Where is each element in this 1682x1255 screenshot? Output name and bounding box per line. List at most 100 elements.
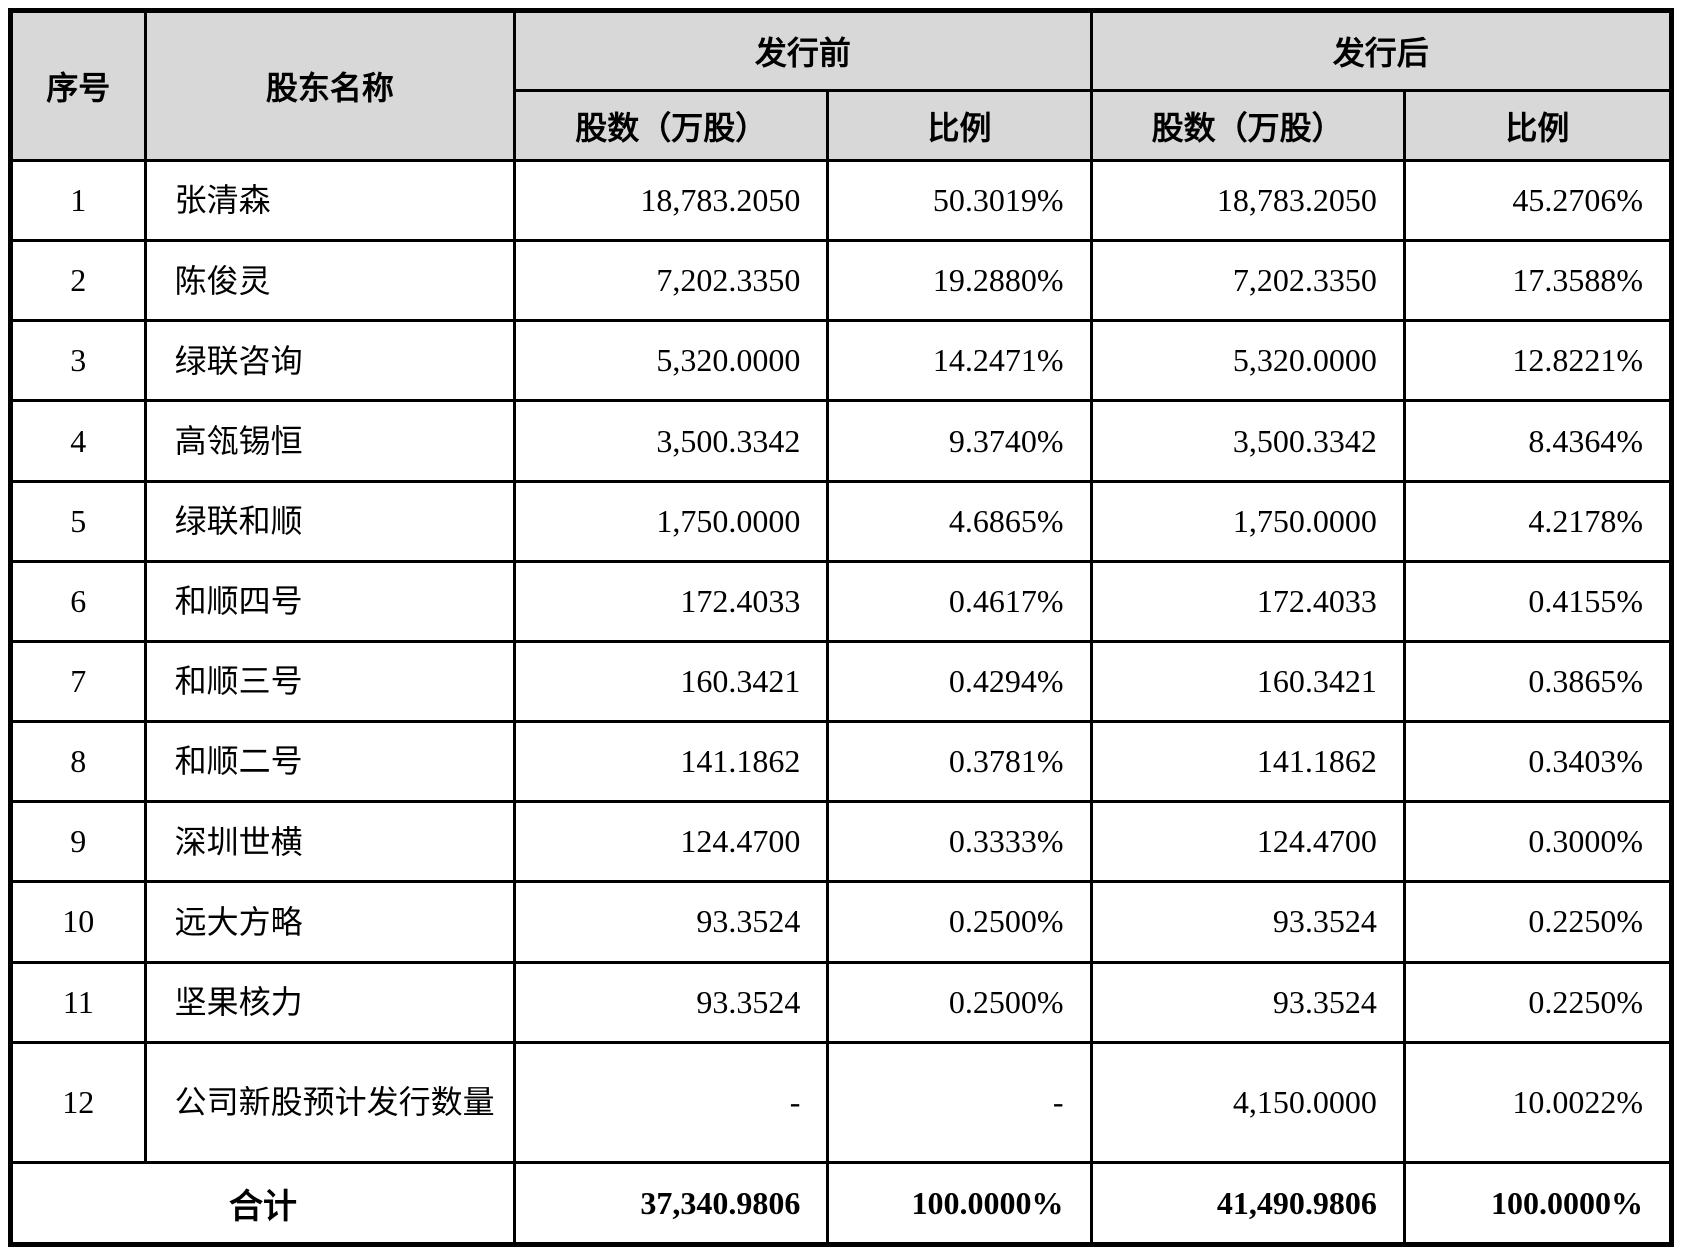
table-row: 12 公司新股预计发行数量 - - 4,150.0000 10.0022% — [9, 1040, 1674, 1165]
shareholder-name: 坚果核力 — [143, 960, 517, 1044]
header-group-before-issuance: 发行前 — [513, 9, 1093, 92]
post-ratio: 45.2706% — [1402, 158, 1674, 243]
shareholder-name: 公司新股预计发行数量 — [143, 1040, 517, 1165]
header-ratio-after: 比例 — [1402, 89, 1674, 162]
shareholder-name: 和顺四号 — [143, 559, 517, 643]
table-row: 10 远大方略 93.3524 0.2500% 93.3524 0.2250% — [9, 880, 1674, 964]
pre-ratio: 9.3740% — [826, 399, 1093, 483]
post-ratio: 0.3865% — [1402, 639, 1674, 724]
row-index: 8 — [9, 720, 147, 804]
row-index: 12 — [9, 1040, 147, 1165]
row-index: 6 — [9, 559, 147, 643]
row-index: 11 — [9, 960, 147, 1044]
table-row: 3 绿联咨询 5,320.0000 14.2471% 5,320.0000 12… — [9, 319, 1674, 403]
header-shares-before: 股数（万股） — [513, 89, 830, 162]
pre-ratio: 0.3333% — [826, 800, 1093, 884]
pre-shares: 18,783.2050 — [513, 158, 830, 243]
post-shares: 124.4700 — [1089, 800, 1406, 884]
post-shares: 1,750.0000 — [1089, 479, 1406, 563]
table-header: 序号 股东名称 发行前 发行后 股数（万股） 比例 股数（万股） 比例 — [9, 9, 1674, 162]
shareholder-name: 绿联和顺 — [143, 479, 517, 563]
row-index: 3 — [9, 319, 147, 403]
shareholder-name: 深圳世横 — [143, 800, 517, 884]
row-index: 2 — [9, 239, 147, 323]
total-label: 合计 — [8, 1161, 517, 1246]
post-shares: 7,202.3350 — [1089, 239, 1406, 323]
total-post-ratio: 100.0000% — [1402, 1161, 1674, 1246]
post-ratio: 4.2178% — [1402, 479, 1674, 563]
header-group-after-issuance: 发行后 — [1089, 9, 1674, 92]
pre-shares: 124.4700 — [513, 800, 830, 884]
post-shares: 93.3524 — [1089, 960, 1406, 1044]
pre-ratio: 0.2500% — [826, 960, 1093, 1044]
header-shares-after: 股数（万股） — [1089, 89, 1406, 162]
post-ratio: 8.4364% — [1402, 399, 1674, 483]
pre-shares: 93.3524 — [513, 880, 830, 964]
pre-ratio: 19.2880% — [826, 239, 1093, 323]
pre-shares: 3,500.3342 — [513, 399, 830, 483]
post-ratio: 0.2250% — [1402, 880, 1674, 964]
total-post-shares: 41,490.9806 — [1089, 1161, 1406, 1246]
post-shares: 141.1862 — [1089, 720, 1406, 804]
shareholder-name: 远大方略 — [143, 880, 517, 964]
pre-shares: 1,750.0000 — [513, 479, 830, 563]
table-row: 9 深圳世横 124.4700 0.3333% 124.4700 0.3000% — [9, 800, 1674, 884]
post-shares: 160.3421 — [1089, 639, 1406, 724]
shareholder-name: 绿联咨询 — [143, 319, 517, 403]
pre-shares: - — [513, 1040, 830, 1165]
post-ratio: 0.2250% — [1402, 960, 1674, 1044]
post-shares: 172.4033 — [1089, 559, 1406, 643]
post-shares: 3,500.3342 — [1089, 399, 1406, 483]
header-index: 序号 — [9, 9, 147, 162]
table-row: 2 陈俊灵 7,202.3350 19.2880% 7,202.3350 17.… — [9, 239, 1674, 323]
header-sub-row: 股数（万股） 比例 股数（万股） 比例 — [11, 89, 1674, 162]
shareholding-table: 序号 股东名称 发行前 发行后 股数（万股） 比例 股数（万股） 比例 1 张清… — [8, 8, 1674, 1247]
table-row: 6 和顺四号 172.4033 0.4617% 172.4033 0.4155% — [9, 559, 1674, 643]
post-ratio: 17.3588% — [1402, 239, 1674, 323]
table-row: 1 张清森 18,783.2050 50.3019% 18,783.2050 4… — [9, 158, 1674, 243]
shareholder-name: 张清森 — [143, 158, 517, 243]
table-footer: 合计 37,340.9806 100.0000% 41,490.9806 100… — [8, 1161, 1674, 1246]
total-pre-shares: 37,340.9806 — [513, 1161, 830, 1246]
shareholder-name: 和顺二号 — [143, 720, 517, 804]
shareholder-name: 高瓴锡恒 — [143, 399, 517, 483]
pre-shares: 5,320.0000 — [513, 319, 830, 403]
post-shares: 4,150.0000 — [1089, 1040, 1406, 1165]
table-row: 8 和顺二号 141.1862 0.3781% 141.1862 0.3403% — [9, 720, 1674, 804]
pre-shares: 7,202.3350 — [513, 239, 830, 323]
row-index: 7 — [9, 639, 147, 724]
shareholder-name: 陈俊灵 — [143, 239, 517, 323]
pre-ratio: 0.4617% — [826, 559, 1093, 643]
pre-ratio: 14.2471% — [826, 319, 1093, 403]
post-ratio: 0.3000% — [1402, 800, 1674, 884]
shareholder-name: 和顺三号 — [143, 639, 517, 724]
row-index: 1 — [9, 158, 147, 243]
pre-ratio: 0.3781% — [826, 720, 1093, 804]
pre-shares: 172.4033 — [513, 559, 830, 643]
header-group-row: 序号 股东名称 发行前 发行后 — [9, 9, 1674, 162]
pre-ratio: 50.3019% — [826, 158, 1093, 243]
post-ratio: 10.0022% — [1402, 1040, 1674, 1165]
post-shares: 18,783.2050 — [1089, 158, 1406, 243]
table-row: 4 高瓴锡恒 3,500.3342 9.3740% 3,500.3342 8.4… — [9, 399, 1674, 483]
post-shares: 93.3524 — [1089, 880, 1406, 964]
table-row: 5 绿联和顺 1,750.0000 4.6865% 1,750.0000 4.2… — [9, 479, 1674, 563]
post-ratio: 0.4155% — [1402, 559, 1674, 643]
total-pre-ratio: 100.0000% — [826, 1161, 1093, 1246]
pre-ratio: 0.2500% — [826, 880, 1093, 964]
pre-ratio: 4.6865% — [826, 479, 1093, 563]
row-index: 10 — [9, 880, 147, 964]
pre-ratio: - — [826, 1040, 1093, 1165]
post-ratio: 12.8221% — [1402, 319, 1674, 403]
post-ratio: 0.3403% — [1402, 720, 1674, 804]
pre-shares: 93.3524 — [513, 960, 830, 1044]
row-index: 9 — [9, 800, 147, 884]
table-row: 11 坚果核力 93.3524 0.2500% 93.3524 0.2250% — [9, 960, 1674, 1044]
header-ratio-before: 比例 — [826, 89, 1093, 162]
row-index: 5 — [9, 479, 147, 563]
table-body: 1 张清森 18,783.2050 50.3019% 18,783.2050 4… — [9, 158, 1674, 1165]
row-index: 4 — [9, 399, 147, 483]
pre-ratio: 0.4294% — [826, 639, 1093, 724]
table-row: 7 和顺三号 160.3421 0.4294% 160.3421 0.3865% — [9, 639, 1674, 724]
